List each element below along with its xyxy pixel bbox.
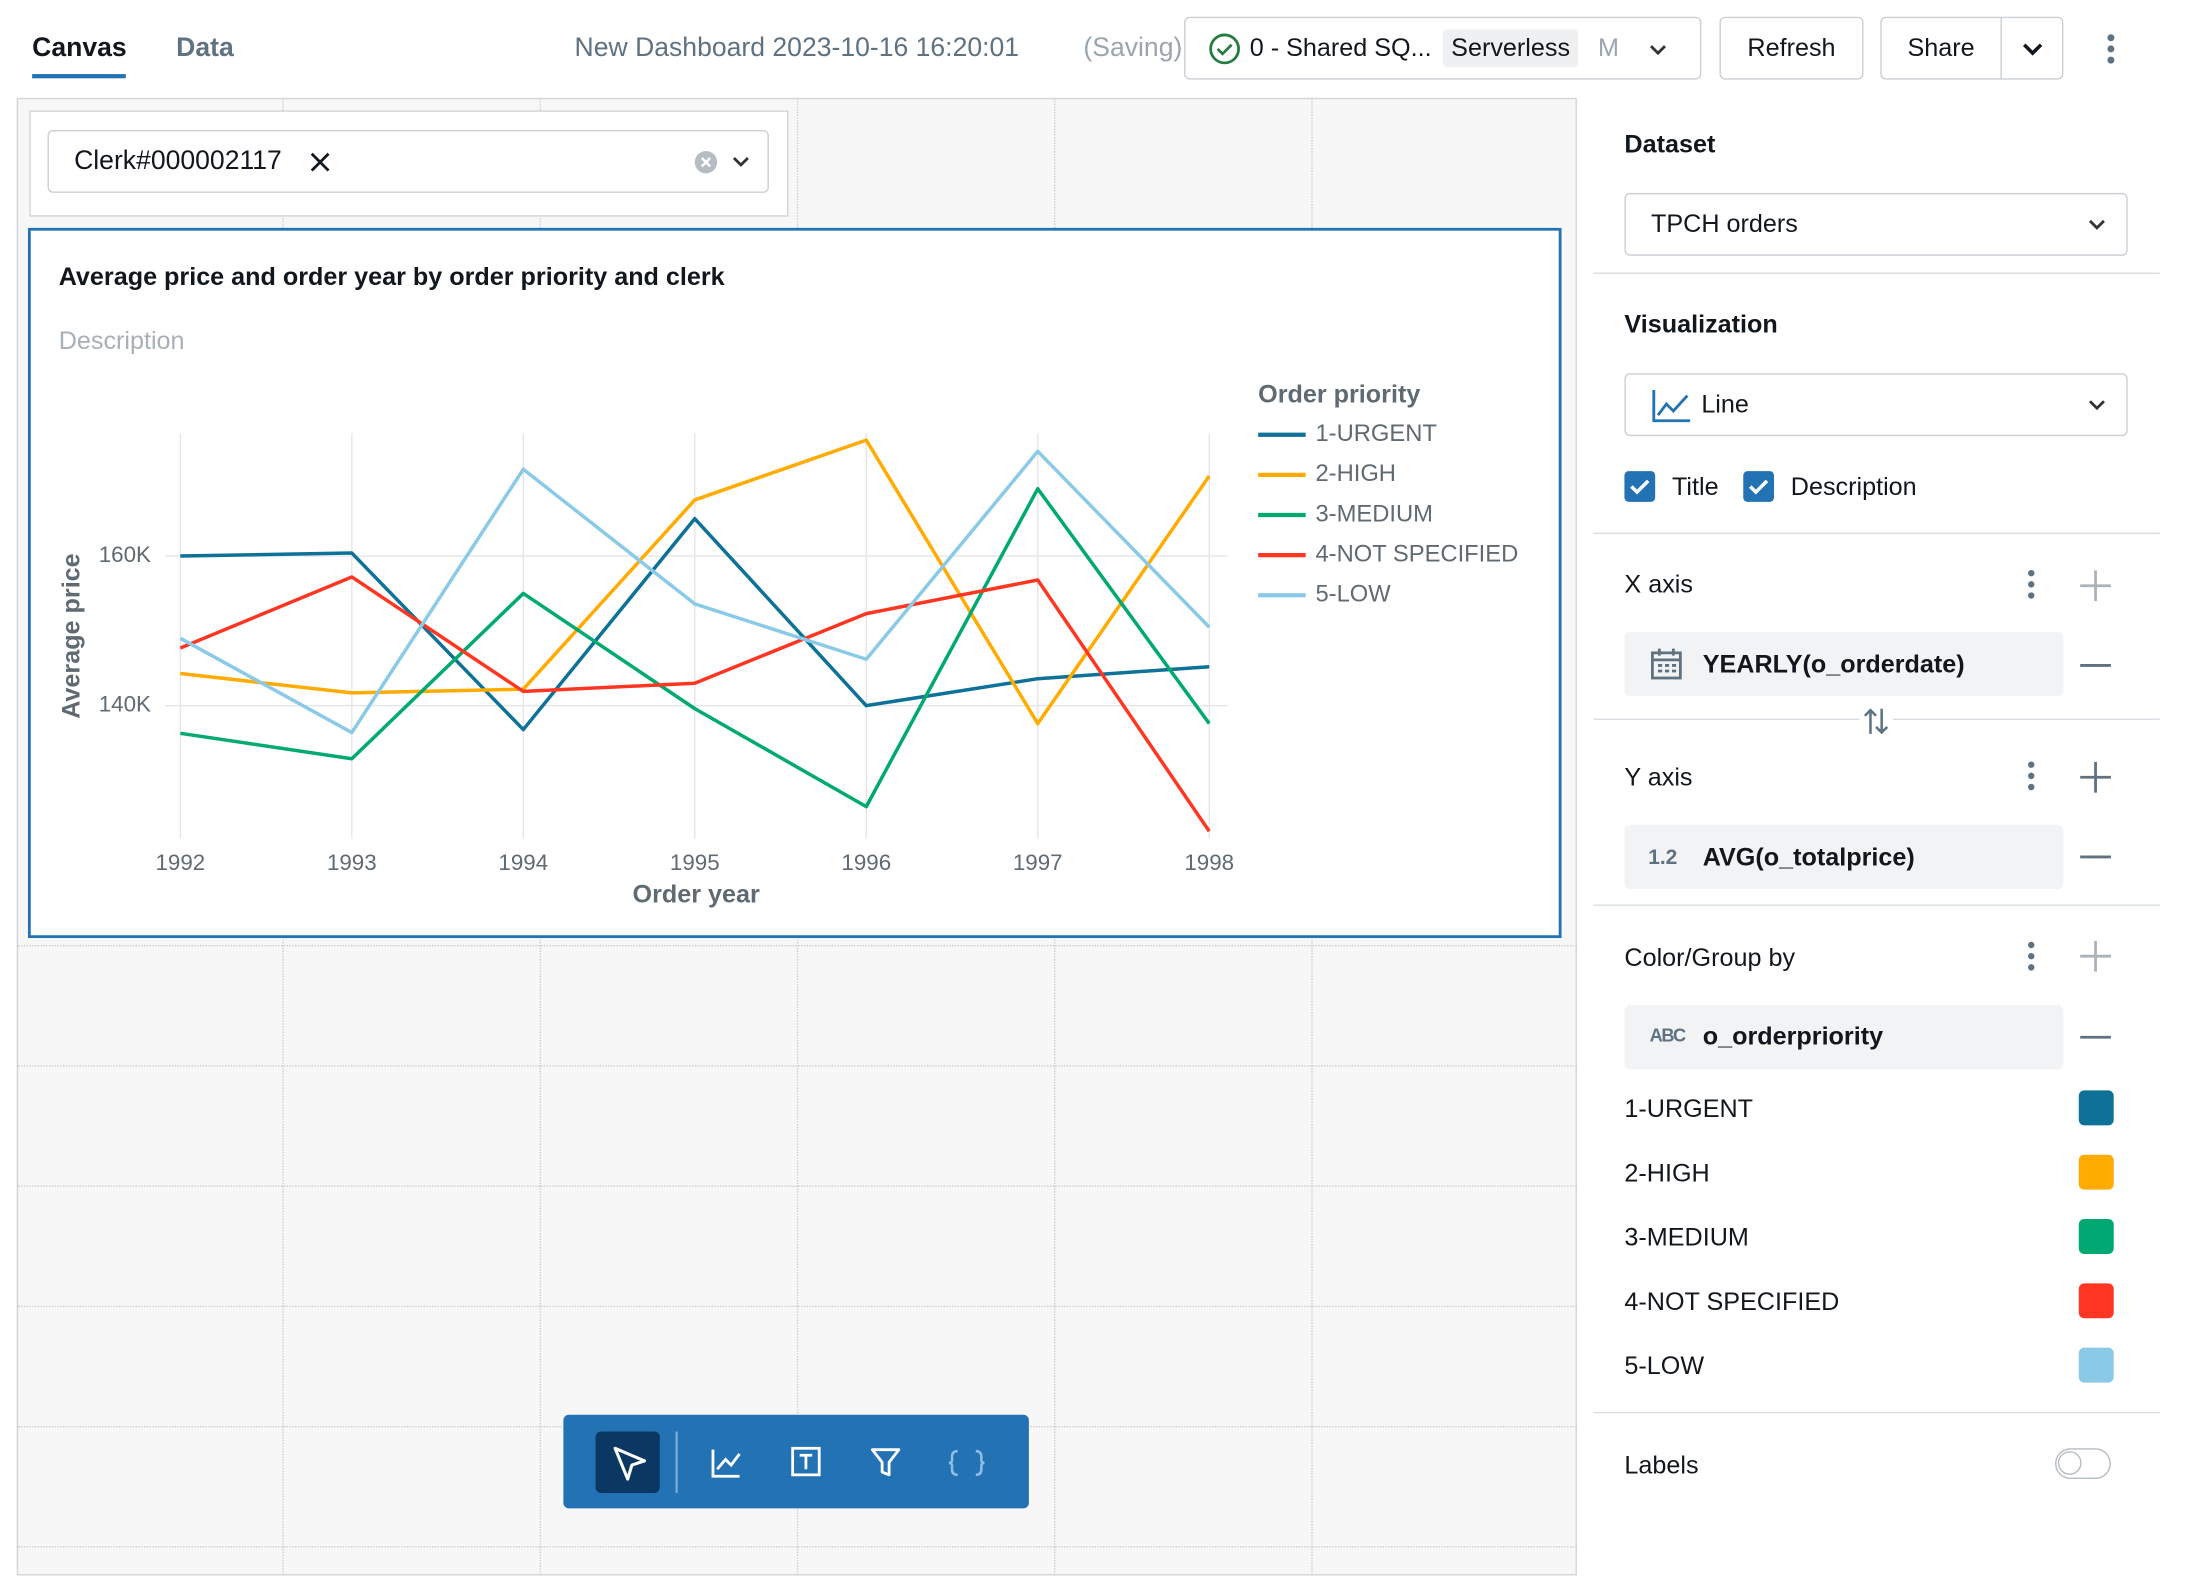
- section-label: Visualization: [1624, 310, 1778, 339]
- field-pill[interactable]: [1624, 1005, 2064, 1070]
- x-tick-label: 1995: [670, 850, 720, 875]
- section-label: Y axis: [1624, 763, 1693, 792]
- more-menu[interactable]: [2097, 31, 2125, 67]
- x-tick-label: 1997: [1013, 850, 1063, 875]
- legend-label: 5-LOW: [1315, 581, 1391, 608]
- warehouse-type: Serverless: [1442, 29, 1579, 68]
- x-tick-label: 1996: [841, 850, 891, 875]
- text-icon: ABC: [1649, 1024, 1687, 1046]
- chip-remove[interactable]: [308, 150, 333, 175]
- swap-icon[interactable]: [1859, 705, 1893, 737]
- x-tick-label: 1994: [498, 850, 548, 875]
- chart-description: Description: [59, 327, 185, 355]
- tab[interactable]: Canvas: [32, 33, 127, 63]
- warehouse-size: M: [1597, 33, 1619, 62]
- field-pill[interactable]: [1624, 631, 2064, 697]
- section-label: X axis: [1624, 570, 1693, 599]
- dataset-select[interactable]: TPCH orders: [1624, 192, 2128, 256]
- x-tick-label: 1993: [327, 850, 377, 875]
- chart: Average price and order year by order pr…: [57, 263, 1518, 909]
- warehouse-picker[interactable]: 0 - Shared SQ... Serverless M: [1184, 16, 1702, 80]
- section-label: Color/Group by: [1624, 943, 1796, 972]
- refresh-button[interactable]: Refresh: [1719, 16, 1864, 80]
- dashboard-name[interactable]: New Dashboard 2023-10-16 16:20:01: [574, 33, 1020, 63]
- checkbox-label: Title: [1671, 472, 1719, 501]
- color-swatch[interactable]: [2078, 1347, 2114, 1383]
- legend-label: 4-NOT SPECIFIED: [1315, 540, 1518, 567]
- clear-and-chevron[interactable]: [693, 150, 749, 175]
- separator: [1593, 272, 2160, 275]
- canvas-grid: [16, 945, 1577, 947]
- series-line: [179, 449, 1211, 735]
- chart-title: Average price and order year by order pr…: [59, 263, 726, 291]
- warehouse: 0 - Shared SQ...: [1249, 33, 1432, 62]
- tab[interactable]: Data: [176, 33, 234, 63]
- series-line: [180, 438, 1211, 726]
- chart-widget[interactable]: [27, 227, 1562, 939]
- separator: [1593, 1411, 2160, 1414]
- legend-label: 1-URGENT: [1315, 420, 1436, 447]
- tab-underline: [32, 74, 126, 79]
- y-tick-label: 140K: [99, 692, 151, 717]
- calendar-icon: [1650, 648, 1682, 680]
- canvas-grid: [16, 1065, 1577, 1067]
- field-pill[interactable]: [1624, 824, 2064, 890]
- toolbar-icons: [613, 1431, 985, 1494]
- color-label: 2-HIGH: [1624, 1158, 1710, 1187]
- save-status: (Saving): [1083, 33, 1183, 63]
- line-icon: [1652, 389, 1691, 422]
- separator: [1593, 532, 2160, 535]
- series-line: [180, 516, 1210, 732]
- color-label: 3-MEDIUM: [1624, 1223, 1749, 1252]
- dataset: TPCH orders: [1650, 209, 1798, 238]
- separator: [1593, 904, 2160, 906]
- y-field: AVG(o_totalprice): [1702, 842, 1915, 871]
- filter-chip: Clerk#000002117: [74, 146, 282, 177]
- section-label: Dataset: [1624, 130, 1716, 158]
- visualization-select[interactable]: Line: [1624, 373, 2128, 437]
- share-button[interactable]: Share: [1880, 16, 2002, 80]
- group-field: o_orderpriority: [1702, 1021, 1884, 1050]
- color-label: 4-NOT SPECIFIED: [1624, 1287, 1840, 1316]
- select-tool[interactable]: [595, 1431, 660, 1494]
- legend-title: Order priority: [1258, 380, 1420, 408]
- color-label: 5-LOW: [1624, 1351, 1705, 1380]
- canvas-grid: [16, 1185, 1577, 1187]
- canvas-grid: [16, 1305, 1577, 1308]
- chevron: [1650, 44, 1667, 55]
- series-line: [179, 575, 1211, 833]
- y-axis-title: Average price: [57, 553, 85, 718]
- y-tick-label: 160K: [99, 542, 151, 567]
- chevron: [2088, 219, 2105, 230]
- share-menu[interactable]: [2000, 16, 2064, 80]
- labels-toggle[interactable]: [2055, 1448, 2111, 1480]
- color-swatch[interactable]: [2078, 1283, 2114, 1319]
- panel-actions[interactable]: [2013, 559, 2125, 1062]
- legend-label: 2-HIGH: [1315, 460, 1396, 487]
- filter-select[interactable]: [47, 130, 769, 193]
- checkbox-label: Description: [1790, 472, 1917, 501]
- color-swatch[interactable]: [2078, 1090, 2114, 1126]
- canvas-grid: [16, 1546, 1577, 1548]
- checkbox[interactable]: [1743, 471, 1775, 502]
- series-line: [180, 486, 1211, 809]
- x-axis-title: Order year: [633, 881, 760, 909]
- color-swatch[interactable]: [2078, 1154, 2114, 1190]
- x-field: YEARLY(o_orderdate): [1702, 650, 1965, 679]
- section-label: Labels: [1624, 1451, 1699, 1480]
- color-label: 1-URGENT: [1624, 1094, 1754, 1123]
- x-tick-label: 1992: [155, 850, 205, 875]
- number-icon: 1.2: [1648, 845, 1678, 870]
- ok-icon: [1209, 32, 1240, 64]
- checkbox[interactable]: [1624, 471, 1656, 502]
- legend-label: 3-MEDIUM: [1315, 500, 1432, 527]
- chevron: [2088, 400, 2105, 411]
- color-swatch[interactable]: [2078, 1219, 2114, 1254]
- visualization: Line: [1701, 390, 1749, 418]
- x-tick-label: 1998: [1184, 850, 1234, 875]
